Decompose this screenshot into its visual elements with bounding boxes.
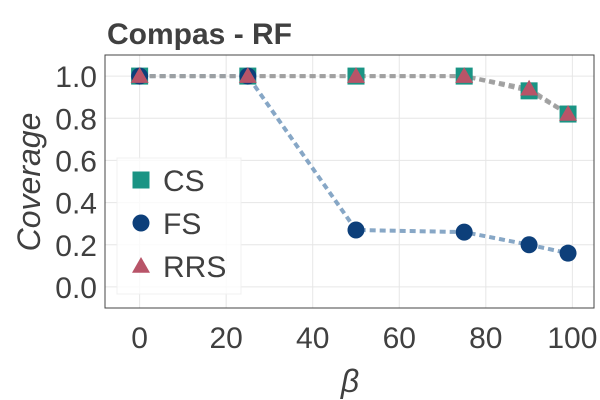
x-tick-label: 80	[469, 322, 502, 355]
x-axis-label: β	[340, 363, 359, 399]
fs-point	[347, 221, 365, 239]
x-tick-labels: 0 20 40 60 80 100	[131, 322, 597, 355]
y-tick-label: 1.0	[55, 61, 97, 94]
series-markers	[130, 67, 578, 262]
y-tick-label: 0.4	[55, 188, 97, 221]
fs-point	[455, 223, 473, 241]
legend-label-fs: FS	[163, 208, 201, 241]
y-tick-label: 0.0	[55, 272, 97, 305]
y-tick-label: 0.6	[55, 145, 97, 178]
series-lines	[139, 74, 570, 256]
y-tick-labels: 0.0 0.2 0.4 0.6 0.8 1.0	[55, 61, 97, 305]
x-tick-label: 40	[296, 322, 329, 355]
rrs-point	[455, 67, 474, 83]
rrs-line	[139, 74, 570, 116]
legend-label-rrs: RRS	[163, 251, 226, 284]
x-tick-label: 100	[547, 322, 597, 355]
legend: CS FS RRS	[116, 157, 242, 295]
fs-point	[520, 236, 538, 254]
rrs-point	[520, 79, 539, 96]
plot-frame	[104, 54, 595, 309]
rrs-point	[238, 67, 257, 83]
legend-label-cs: CS	[163, 165, 205, 198]
fs-legend-marker	[132, 214, 150, 232]
x-tick-label: 60	[383, 322, 416, 355]
x-tick-label: 0	[131, 322, 148, 355]
rrs-point	[346, 67, 365, 83]
fs-point	[559, 244, 577, 262]
cs-legend-marker	[132, 171, 150, 189]
chart-title: Compas - RF	[107, 18, 292, 51]
rrs-legend-marker	[132, 257, 150, 273]
y-axis-label: Coverage	[11, 113, 47, 252]
rrs-point	[559, 105, 578, 121]
x-tick-label: 20	[209, 322, 242, 355]
rrs-point	[130, 67, 149, 83]
y-tick-label: 0.2	[55, 230, 97, 263]
y-tick-label: 0.8	[55, 103, 97, 136]
